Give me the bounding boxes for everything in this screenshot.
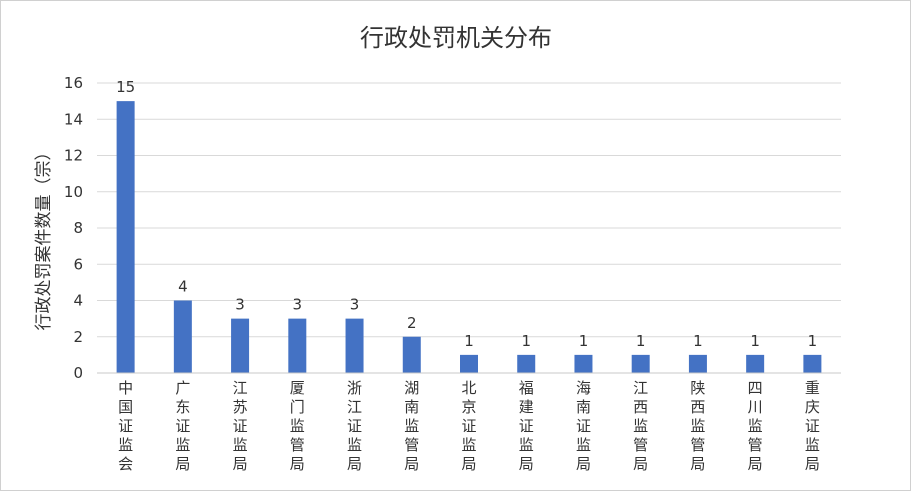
bar [345,318,364,373]
category-label: 海南证监局 [576,379,591,473]
bar [574,354,593,373]
y-tick-label: 16 [64,74,83,92]
data-label: 3 [235,296,245,314]
data-label: 1 [636,332,646,350]
bar [688,354,707,373]
bar [517,354,536,373]
bar [288,318,307,373]
y-tick-label: 12 [64,147,83,165]
gridlines [97,82,841,338]
data-label: 15 [116,78,135,96]
data-label: 1 [464,332,474,350]
category-label: 四川监管局 [748,379,763,473]
category-label: 广东证监局 [175,379,190,473]
chart-title: 行政处罚机关分布 [360,24,552,52]
data-label: 1 [521,332,531,350]
y-tick-label: 2 [73,328,83,346]
category-label: 北京证监局 [461,379,476,473]
y-tick-label: 14 [64,110,83,128]
category-label: 重庆证监局 [805,379,820,473]
category-label: 江西监管局 [633,379,648,473]
category-label: 浙江证监局 [347,379,362,473]
data-label: 1 [693,332,703,350]
category-label: 福建证监局 [519,379,534,473]
category-label: 陕西监管局 [690,379,705,473]
data-label: 3 [350,296,360,314]
bars [116,101,822,373]
data-label: 3 [293,296,303,314]
bar [173,300,192,373]
data-labels: 15 4 3 3 3 2 1 1 1 1 1 1 1 [116,78,817,350]
category-label: 江苏证监局 [233,379,248,473]
category-label: 中国证监会 [118,379,133,473]
y-tick-label: 8 [73,219,83,237]
y-axis-label: 行政处罚案件数量（宗） [34,144,54,331]
data-label: 2 [407,314,417,332]
data-label: 1 [750,332,760,350]
category-label: 厦门监管局 [290,379,305,473]
bar [460,354,478,373]
data-label: 4 [178,278,188,296]
bar [631,354,650,373]
category-labels: 中国证监会 广东证监局 江苏证监局 厦门监管局 浙江证监局 湖南监管局 北京证监局 福建证监局… [118,379,820,473]
category-label: 湖南监管局 [404,379,419,473]
y-tick-label: 6 [73,255,83,273]
data-label: 1 [808,332,818,350]
bar [803,354,822,373]
bar [116,101,135,373]
y-axis-ticks: 0 2 4 6 8 10 12 14 16 [64,74,83,382]
y-tick-label: 10 [64,183,83,201]
y-tick-label: 0 [73,364,83,382]
data-label: 1 [579,332,589,350]
bar [402,336,421,373]
y-tick-label: 4 [73,292,83,310]
bar [231,318,250,373]
bar [746,354,765,373]
